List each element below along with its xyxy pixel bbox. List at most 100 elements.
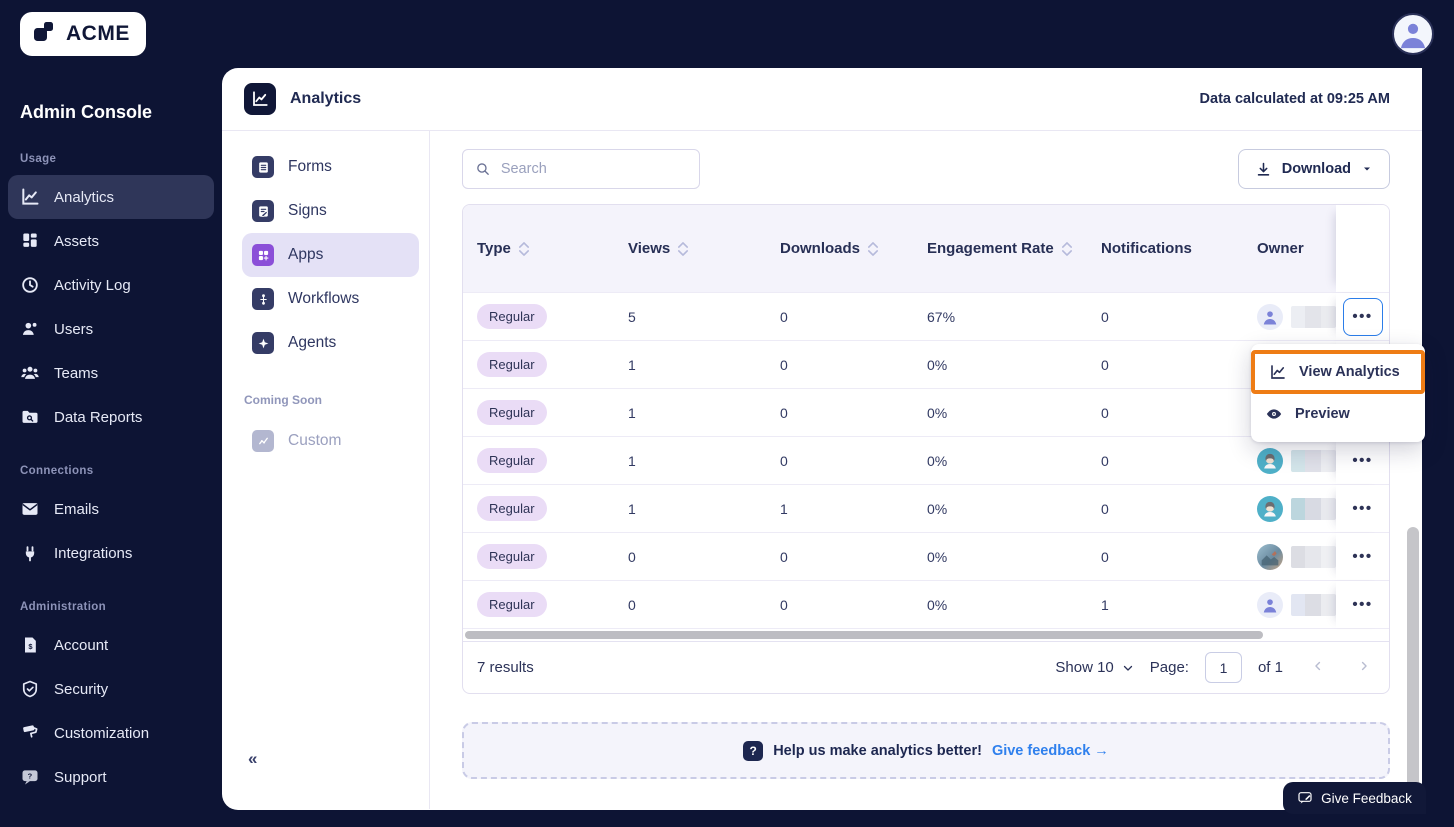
give-feedback-button[interactable]: Give Feedback (1283, 782, 1426, 814)
search-input[interactable] (500, 161, 687, 177)
download-button[interactable]: Download (1237, 149, 1390, 189)
tab-apps[interactable]: Apps (242, 233, 419, 277)
sort-icon[interactable] (678, 241, 689, 256)
owner-name-redacted (1291, 545, 1336, 568)
tab-custom[interactable]: Custom (242, 419, 419, 463)
page-size-select[interactable]: Show 10 (1055, 659, 1133, 676)
sort-icon[interactable] (1061, 241, 1072, 256)
owner-name-redacted (1291, 497, 1336, 520)
users-icon (22, 322, 37, 335)
page-label: Page: (1149, 659, 1189, 676)
sidebar-item-users[interactable]: Users (8, 307, 214, 351)
next-page-button[interactable] (1355, 657, 1373, 678)
section-label-administration: Administration (20, 601, 106, 613)
table-row: Regular 1 1 0% 0 ••• (463, 484, 1389, 532)
engagement-value: 0% (927, 356, 948, 373)
engagement-value: 0% (927, 404, 948, 421)
sidebar-item-activity-log[interactable]: Activity Log (8, 263, 214, 307)
column-header-owner: Owner (1257, 240, 1304, 257)
row-actions-button[interactable]: ••• (1344, 494, 1380, 523)
views-value: 1 (628, 356, 636, 373)
tab-agents[interactable]: Agents (242, 321, 419, 365)
sidebar-item-data-reports[interactable]: Data Reports (8, 395, 214, 439)
analytics-panel: Analytics Data calculated at 09:25 AM Fo… (222, 68, 1422, 810)
column-header-type[interactable]: Type (463, 240, 628, 257)
sort-icon[interactable] (868, 241, 879, 256)
plug-icon (25, 546, 35, 562)
row-actions-button[interactable]: ••• (1344, 590, 1380, 619)
sidebar-title: Admin Console (20, 102, 153, 122)
workflows-icon (252, 288, 274, 310)
svg-text:$: $ (28, 642, 33, 651)
teams-icon (21, 366, 39, 379)
engagement-value: 0% (927, 596, 948, 613)
notifications-value: 0 (1101, 404, 1109, 421)
owner-name-redacted (1291, 593, 1336, 616)
collapse-sidebar-button[interactable]: « (248, 749, 258, 768)
sidebar-item-emails[interactable]: Emails (8, 487, 214, 531)
user-avatar[interactable] (1392, 13, 1434, 55)
column-header-engagement-rate[interactable]: Engagement Rate (927, 240, 1101, 257)
svg-text:?: ? (28, 772, 33, 781)
apps-analytics-content: Download Type Views Downloads (430, 131, 1422, 809)
menu-item-view-analytics[interactable]: View Analytics (1251, 350, 1425, 394)
activity-log-icon (22, 277, 38, 293)
search-box[interactable] (462, 149, 700, 189)
signs-icon (252, 200, 274, 222)
column-header-views[interactable]: Views (628, 240, 780, 257)
analytics-subnav: Forms Signs Apps Workflows Agents Coming… (222, 131, 430, 809)
tab-workflows[interactable]: Workflows (242, 277, 419, 321)
sidebar-item-assets[interactable]: Assets (8, 219, 214, 263)
type-badge: Regular (477, 448, 547, 473)
views-value: 5 (628, 308, 636, 325)
notifications-value: 1 (1101, 596, 1109, 613)
forms-icon (252, 156, 274, 178)
type-badge: Regular (477, 352, 547, 377)
page-title: Analytics (290, 90, 362, 107)
sidebar-item-security[interactable]: Security (8, 667, 214, 711)
assets-icon (23, 233, 37, 247)
sidebar-item-customization[interactable]: Customization (8, 711, 214, 755)
sidebar-item-analytics[interactable]: Analytics (8, 175, 214, 219)
tab-signs[interactable]: Signs (242, 189, 419, 233)
engagement-value: 0% (927, 500, 948, 517)
table-row: Regular 5 0 67% 0 ••• (463, 292, 1389, 340)
type-badge: Regular (477, 592, 547, 617)
sidebar-item-integrations[interactable]: Integrations (8, 531, 214, 575)
owner-cell (1257, 543, 1336, 570)
type-badge: Regular (477, 544, 547, 569)
sidebar-item-account[interactable]: $ Account (8, 623, 214, 667)
vertical-scrollbar-thumb[interactable] (1407, 527, 1419, 802)
type-badge: Regular (477, 304, 547, 329)
panel-header: Analytics Data calculated at 09:25 AM (222, 68, 1422, 131)
sort-icon[interactable] (518, 241, 529, 256)
page-number-input[interactable] (1204, 652, 1242, 683)
previous-page-button[interactable] (1309, 657, 1327, 678)
owner-avatar (1257, 303, 1283, 330)
row-actions-button[interactable]: ••• (1344, 446, 1380, 475)
row-actions-button[interactable]: ••• (1342, 297, 1383, 336)
brand-name: ACME (66, 22, 130, 45)
notifications-value: 0 (1101, 500, 1109, 517)
views-value: 0 (628, 548, 636, 565)
menu-item-preview[interactable]: Preview (1251, 394, 1425, 434)
feedback-chat-icon (1298, 792, 1312, 804)
person-icon (1400, 23, 1426, 49)
notifications-value: 0 (1101, 548, 1109, 565)
owner-avatar (1257, 447, 1283, 474)
give-feedback-link[interactable]: Give feedback → (991, 742, 1109, 759)
sidebar-item-teams[interactable]: Teams (8, 351, 214, 395)
results-count: 7 results (477, 659, 534, 676)
question-chat-icon: ? (743, 740, 764, 761)
horizontal-scrollbar-thumb[interactable] (465, 631, 1263, 639)
apps-table: Type Views Downloads Engagement Rate (462, 204, 1390, 694)
sidebar-item-support[interactable]: ? Support (8, 755, 214, 799)
tab-forms[interactable]: Forms (242, 145, 419, 189)
notifications-value: 0 (1101, 452, 1109, 469)
column-header-downloads[interactable]: Downloads (780, 240, 927, 257)
paint-roller-icon (23, 725, 38, 738)
analytics-icon (22, 188, 39, 205)
acme-logo[interactable]: ACME (20, 12, 146, 56)
row-actions-button[interactable]: ••• (1344, 542, 1380, 571)
notifications-value: 0 (1101, 356, 1109, 373)
